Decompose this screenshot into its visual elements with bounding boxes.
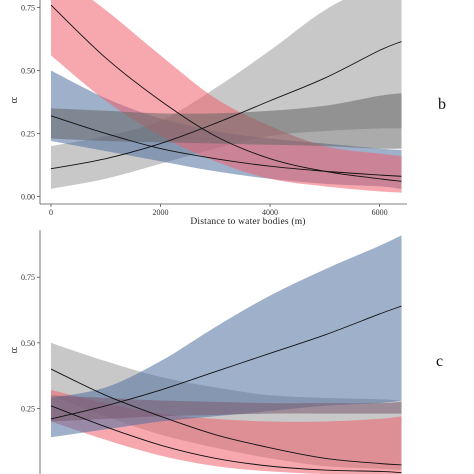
panel-b-y-axis-label: ㄸ <box>10 96 20 104</box>
panel-c-y-axis-label: ㄸ <box>10 346 20 354</box>
panel-c-ribbon-2 <box>50 235 402 438</box>
panel-b-letter: b <box>438 96 446 113</box>
panel-c-fit-line-2 <box>50 305 402 420</box>
panel-b: 0.00 0.25 0.50 0.75 0 2000 4000 6000 Distance … <box>10 0 446 227</box>
panel-c-y-tick-label: 0.25 <box>21 404 35 413</box>
panel-b-y-ticks: 0.00 0.25 0.50 0.75 <box>21 4 40 201</box>
panel-c-fit-line-1 <box>50 405 402 474</box>
panel-c-plot-area <box>50 235 402 474</box>
panel-b-x-axis-label: Distance to water bodies (m) <box>190 216 305 227</box>
panel-c-letter: c <box>436 353 443 370</box>
panel-b-x-ticks: 0 2000 4000 6000 <box>49 204 388 217</box>
panel-b-y-tick-label: 0.75 <box>21 4 35 13</box>
panel-c: 0.25 0.50 0.75 ㄸ c <box>10 230 443 474</box>
panel-b-fit-line-0 <box>50 41 402 170</box>
panel-b-y-tick-label: 0.25 <box>21 129 35 138</box>
panel-c-y-tick-label: 0.75 <box>21 273 35 282</box>
panel-b-x-tick-label: 6000 <box>372 208 388 217</box>
panel-b-ribbon-3 <box>50 93 402 149</box>
panel-b-fit-line-1 <box>50 115 402 177</box>
panel-b-y-tick-label: 0.50 <box>21 67 35 76</box>
panel-c-fit-line-0 <box>50 368 402 466</box>
panel-c-y-ticks: 0.25 0.50 0.75 <box>21 273 40 413</box>
panel-c-y-tick-label: 0.50 <box>21 339 35 348</box>
panel-b-y-tick-label: 0.00 <box>21 192 35 201</box>
panel-b-x-tick-label: 0 <box>49 208 53 217</box>
panel-b-fit-line-2 <box>50 4 402 182</box>
panel-b-plot-area <box>50 0 402 193</box>
panel-b-x-tick-label: 2000 <box>153 208 169 217</box>
panel-c-ribbon-3 <box>50 395 402 422</box>
panel-b-x-tick-label: 4000 <box>262 208 278 217</box>
